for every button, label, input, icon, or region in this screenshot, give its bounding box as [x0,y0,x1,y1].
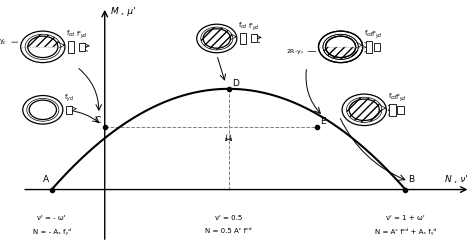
Text: y$_c$: y$_c$ [0,38,8,47]
Text: f$_{cd}$: f$_{cd}$ [388,92,398,102]
Text: ν' = 0.5: ν' = 0.5 [215,215,242,221]
Text: N = Aᶜ fᶜᵈ + Aₛ fᵧᵈ: N = Aᶜ fᶜᵈ + Aₛ fᵧᵈ [375,228,436,235]
Bar [251,34,257,42]
Text: f'$_{yd}$: f'$_{yd}$ [371,30,383,41]
Text: f$_{cd}$: f$_{cd}$ [238,21,248,31]
Text: A: A [43,175,49,184]
Bar [365,41,372,53]
Bar [68,41,74,53]
Text: N = 0.5 Aᶜ fᶜᵈ: N = 0.5 Aᶜ fᶜᵈ [205,228,252,234]
Text: f$_{cd}$: f$_{cd}$ [66,29,76,39]
Bar [66,106,73,114]
Text: N , ν': N , ν' [445,175,467,184]
Text: D: D [232,79,239,88]
Bar [397,106,404,114]
Bar [374,43,380,51]
Text: B: B [409,175,415,184]
Text: ν' = - ω': ν' = - ω' [37,215,66,221]
Text: ν' = 1 + ω': ν' = 1 + ω' [386,215,425,221]
Bar [389,104,396,116]
Text: f'$_{yd}$: f'$_{yd}$ [248,21,260,33]
Text: f'$_{yd}$: f'$_{yd}$ [394,93,406,104]
Bar [240,33,246,44]
Text: M , μ': M , μ' [110,7,135,16]
Text: C: C [94,116,100,124]
Bar [79,43,85,51]
Text: 2R-y$_c$: 2R-y$_c$ [286,47,304,56]
Text: N = - Aₛ fᵧᵈ: N = - Aₛ fᵧᵈ [33,228,71,235]
Text: f'$_{yd}$: f'$_{yd}$ [76,30,88,41]
Text: f$_{cd}$: f$_{cd}$ [364,29,374,39]
Text: E: E [320,117,326,125]
Text: f$_{yd}$: f$_{yd}$ [64,93,74,104]
